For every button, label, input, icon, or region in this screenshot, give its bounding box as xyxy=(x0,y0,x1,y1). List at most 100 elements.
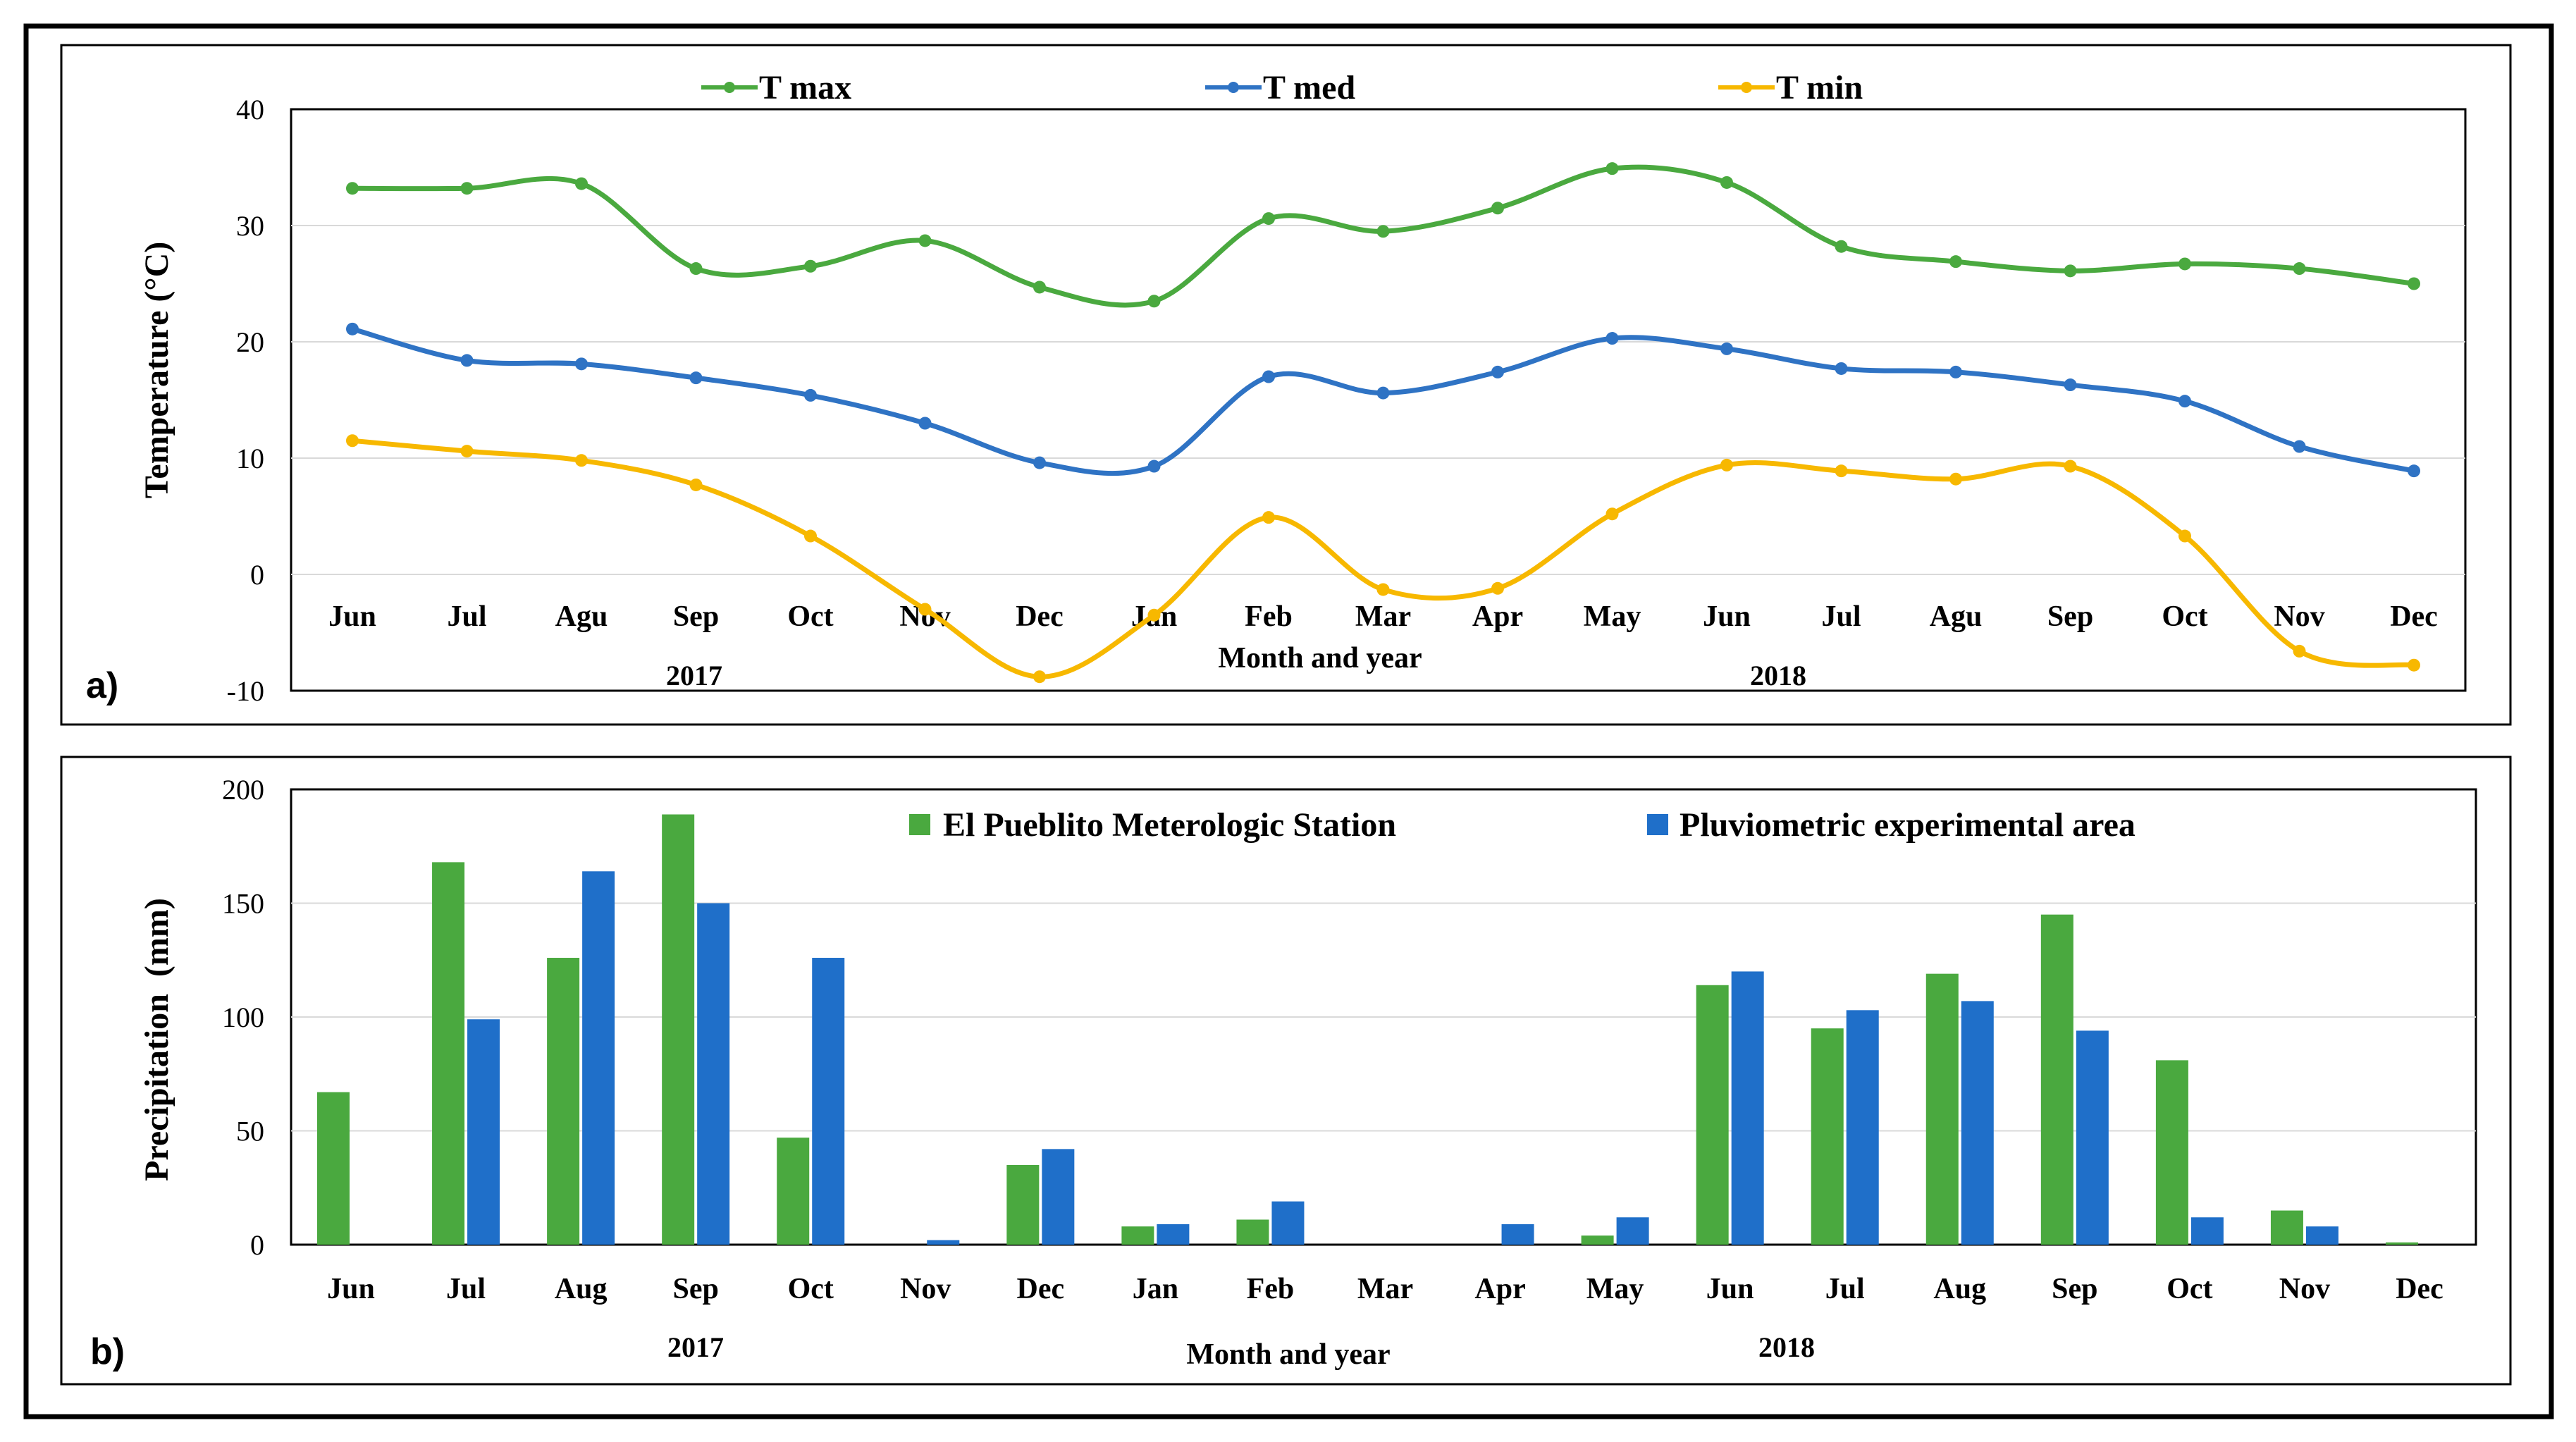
y-tick-label: 50 xyxy=(236,1116,264,1147)
data-point-t-min xyxy=(1147,608,1161,622)
bar-station xyxy=(1811,1028,1844,1245)
data-point-t-max xyxy=(1606,162,1619,175)
precipitation-panel: 200 150 100 50 0 Jun Jul Aug Sep Oct Nov Dec Jan Feb… xyxy=(60,756,2512,1386)
panel-b-x-tick-labels: Jun Jul Aug Sep Oct Nov Dec Jan Feb Mar Apr May Jun J… xyxy=(327,1273,2443,1305)
data-point-t-max xyxy=(1147,295,1161,308)
series-line-t-min xyxy=(352,438,2415,679)
data-point-t-min xyxy=(1376,583,1390,596)
data-point-t-max xyxy=(1491,202,1504,215)
bar-station xyxy=(1121,1226,1154,1245)
bar-pluviometric xyxy=(1271,1201,1305,1245)
data-point-t-min xyxy=(1262,511,1275,524)
panel-a-legend: T max T med T min xyxy=(701,69,1863,106)
x-tick-label: Oct xyxy=(788,1273,834,1305)
x-tick-label: Mar xyxy=(1355,600,1411,633)
panel-a-frame xyxy=(60,44,2512,726)
panel-b-bars xyxy=(317,814,2418,1245)
y-tick-label: 30 xyxy=(236,210,264,242)
data-point-t-max xyxy=(918,234,932,247)
bar-pluviometric xyxy=(812,958,845,1245)
outer-frame xyxy=(23,23,2554,1419)
data-point-t-max xyxy=(2293,262,2306,276)
x-tick-label: Apr xyxy=(1474,1273,1525,1305)
bar-pluviometric xyxy=(1157,1224,1190,1245)
data-point-t-med xyxy=(1491,365,1504,378)
data-point-t-min xyxy=(2293,644,2306,658)
x-tick-label: Feb xyxy=(1245,600,1293,633)
panel-b-gridlines xyxy=(291,902,2476,1132)
data-point-t-med xyxy=(346,322,359,335)
bar-station xyxy=(1925,973,1959,1245)
bar-station xyxy=(1006,1164,1040,1245)
data-point-t-min xyxy=(346,434,359,448)
data-point-t-med xyxy=(1949,365,1962,378)
x-tick-label: Sep xyxy=(673,600,719,633)
x-tick-label: May xyxy=(1586,1273,1644,1305)
panel-b-legend: El Pueblito Meterologic Station Pluviome… xyxy=(909,806,2136,844)
data-point-t-min xyxy=(460,445,474,458)
legend-swatch-pluviometric xyxy=(1647,814,1668,835)
panel-a-plot-area xyxy=(290,108,2467,692)
x-tick-label: Nov xyxy=(900,1273,951,1305)
data-point-t-max xyxy=(2064,264,2077,278)
data-point-t-max xyxy=(2408,277,2420,290)
data-point-t-min xyxy=(1949,472,1962,486)
data-point-t-med xyxy=(460,354,474,367)
y-tick-label: 20 xyxy=(236,326,264,358)
bar-pluviometric xyxy=(2190,1217,2224,1245)
panel-a-year-label-2017: 2017 xyxy=(666,660,722,691)
bar-pluviometric xyxy=(1501,1224,1534,1245)
legend-swatch-station xyxy=(909,814,930,835)
bar-pluviometric xyxy=(927,1240,960,1245)
data-point-t-med xyxy=(2178,395,2191,408)
bar-station xyxy=(432,862,465,1245)
bar-pluviometric xyxy=(1961,1001,1994,1245)
x-tick-label: Nov xyxy=(2279,1273,2330,1305)
x-tick-label: Jan xyxy=(1133,1273,1178,1305)
x-tick-label: Sep xyxy=(2052,1273,2097,1305)
x-tick-label: Jul xyxy=(447,600,486,633)
data-point-t-med xyxy=(1835,362,1848,375)
bar-station xyxy=(1581,1235,1614,1245)
data-point-t-max xyxy=(1376,225,1390,238)
data-point-t-med xyxy=(689,371,703,385)
x-tick-label: Sep xyxy=(2047,600,2093,633)
y-tick-label: 0 xyxy=(250,559,264,591)
bar-station xyxy=(317,1092,350,1245)
panel-a-year-label-2018: 2018 xyxy=(1750,660,1806,691)
data-point-t-max xyxy=(1033,281,1046,294)
panel-a-x-tick-labels: JunJulAguSepOctNovDecJanFebMarAprMayJunJ… xyxy=(328,600,2438,633)
legend-label-tmin: T min xyxy=(1776,69,1863,106)
x-tick-label: May xyxy=(1584,600,1641,633)
panel-a-series-points xyxy=(346,162,2420,684)
x-tick-label: Dec xyxy=(2390,600,2438,633)
bar-pluviometric xyxy=(582,871,615,1245)
legend-label-pluviometric: Pluviometric experimental area xyxy=(1680,806,2136,844)
data-point-t-med xyxy=(1376,386,1390,400)
panel-a-y-axis-title: Temperature (°C) xyxy=(138,242,175,498)
y-tick-label: 0 xyxy=(250,1229,264,1261)
legend-marker-tmax xyxy=(724,82,735,93)
data-point-t-max xyxy=(1720,175,1733,189)
bar-station xyxy=(1236,1219,1269,1245)
x-tick-label: Jun xyxy=(1703,600,1751,633)
bar-pluviometric xyxy=(697,903,730,1245)
legend-marker-tmin xyxy=(1741,82,1752,93)
data-point-t-min xyxy=(1491,581,1504,595)
y-tick-label: -10 xyxy=(227,675,264,707)
panel-b-frame xyxy=(60,756,2512,1386)
data-point-t-min xyxy=(689,478,703,491)
x-tick-label: Dec xyxy=(2396,1273,2443,1305)
x-tick-label: Feb xyxy=(1247,1273,1295,1305)
data-point-t-max xyxy=(689,262,703,276)
x-tick-label: Aug xyxy=(1933,1273,1986,1305)
x-tick-label: Mar xyxy=(1357,1273,1413,1305)
data-point-t-med xyxy=(2293,440,2306,453)
panel-b-y-tick-labels: 200 150 100 50 0 xyxy=(222,774,264,1261)
data-point-t-med xyxy=(1720,342,1733,355)
x-tick-label: Jun xyxy=(1706,1273,1754,1305)
y-tick-label: 10 xyxy=(236,443,264,474)
x-tick-label: Agu xyxy=(555,600,608,633)
